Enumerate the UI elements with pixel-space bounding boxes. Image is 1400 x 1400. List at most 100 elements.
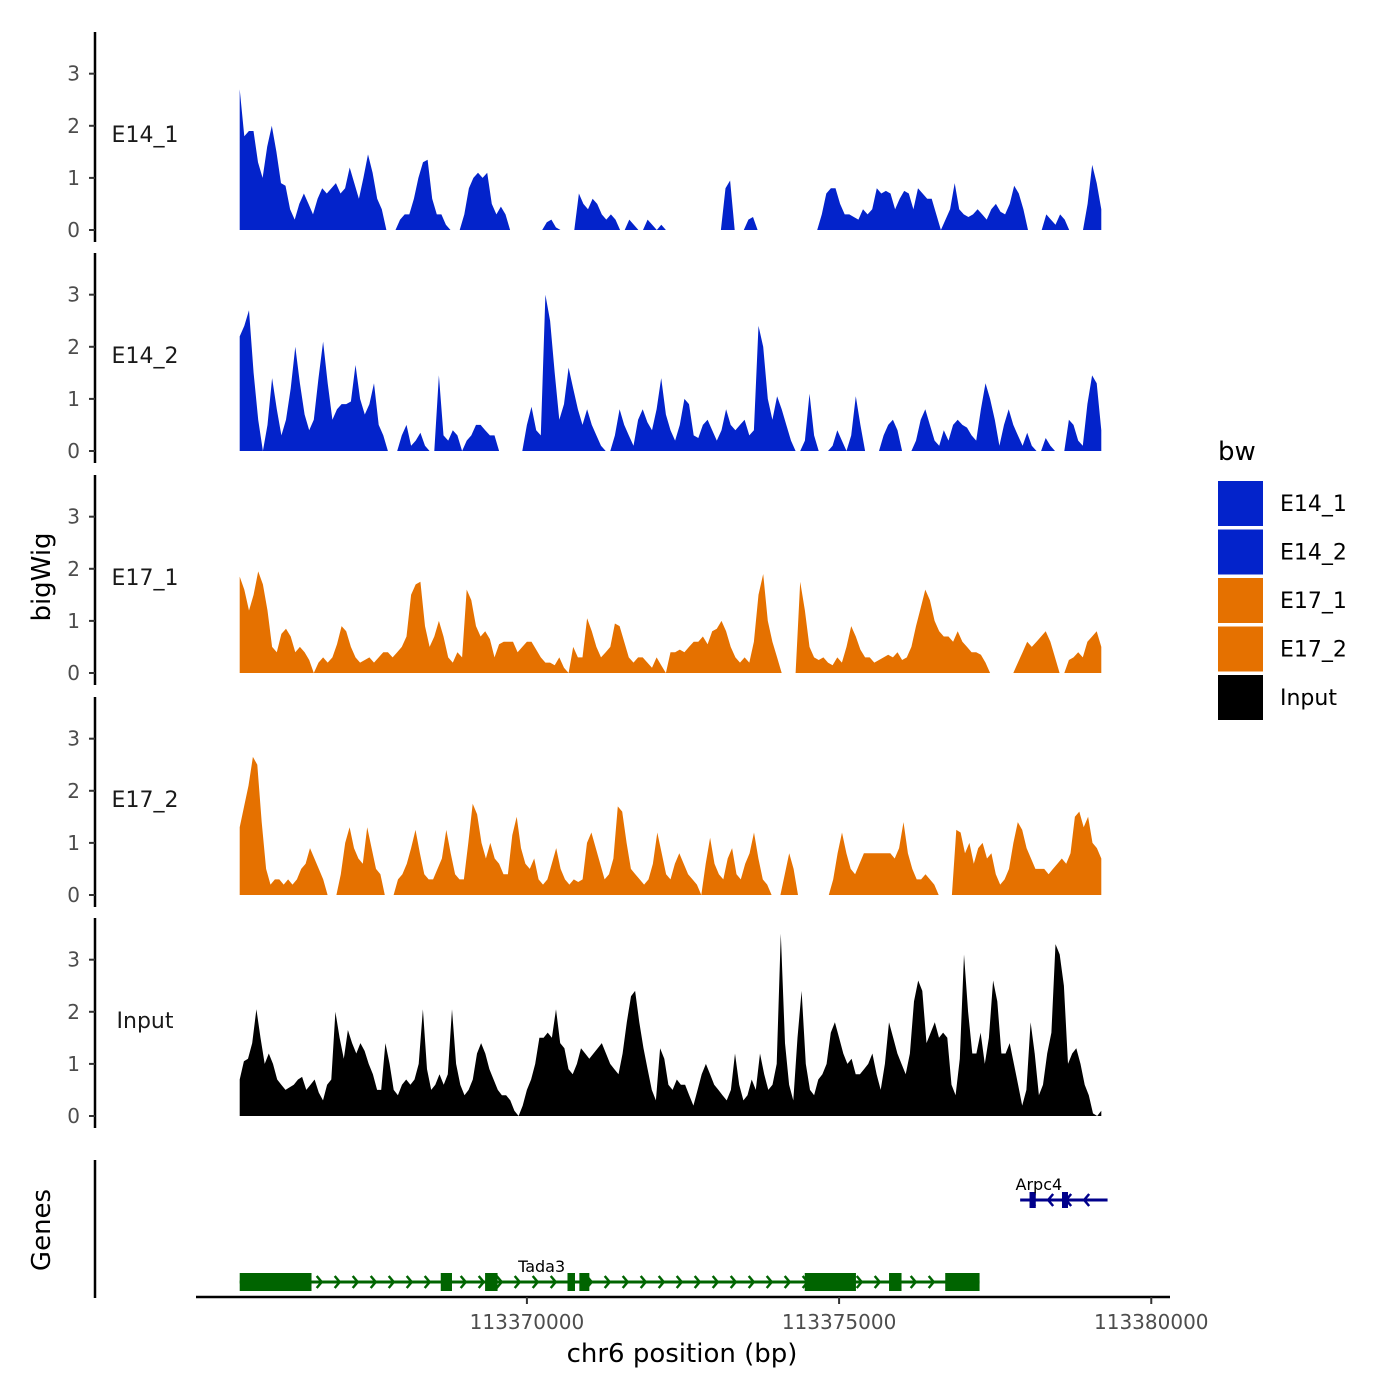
legend-title: bw — [1218, 437, 1256, 467]
track-label-E14_2: E14_2 — [112, 344, 179, 369]
exon-Arpc4-1 — [1029, 1192, 1036, 1208]
strand-arrow-Tada3 — [423, 1275, 432, 1289]
gene-Arpc4: Arpc4 — [1016, 1175, 1108, 1208]
x-tick-label-113380000: 113380000 — [1094, 1310, 1209, 1334]
strand-arrow-Tada3 — [603, 1275, 612, 1289]
legend-swatch-Input — [1218, 675, 1263, 720]
strand-arrow-Tada3 — [639, 1275, 648, 1289]
legend-label-E17_1: E17_1 — [1280, 589, 1347, 614]
strand-arrow-Tada3 — [621, 1275, 630, 1289]
legend-label-Input: Input — [1280, 686, 1337, 711]
area-E17_2 — [239, 756, 1102, 895]
strand-arrow-Tada3 — [315, 1275, 324, 1289]
area-E17_1 — [239, 571, 1102, 673]
track-E14_1: 0 1 2 3 E14_1 — [67, 32, 1102, 242]
y-tick-label-E14_1-1: 1 — [67, 166, 80, 190]
exon-Tada3-6 — [804, 1273, 856, 1291]
track-label-E17_1: E17_1 — [112, 566, 179, 591]
y-tick-label-Input-2: 2 — [67, 1000, 80, 1024]
y-tick-label-E17_2-3: 3 — [67, 727, 80, 751]
strand-arrow-Tada3 — [369, 1275, 378, 1289]
strand-arrow-Tada3 — [729, 1275, 738, 1289]
y-tick-label-E14_2-2: 2 — [67, 335, 80, 359]
y-tick-label-E17_2-2: 2 — [67, 779, 80, 803]
exon-Arpc4-2 — [1061, 1192, 1068, 1208]
track-label-E17_2: E17_2 — [112, 788, 179, 813]
strand-arrow-Tada3 — [675, 1275, 684, 1289]
strand-arrow-Tada3 — [387, 1275, 396, 1289]
exon-Tada3-8 — [945, 1273, 980, 1291]
strand-arrow-Tada3 — [333, 1275, 342, 1289]
y-axis-title: bigWig — [27, 532, 57, 621]
legend-swatch-E17_1 — [1218, 578, 1263, 623]
area-E14_2 — [239, 294, 1102, 451]
y-tick-label-Input-0: 0 — [67, 1104, 80, 1128]
strand-arrow-Tada3 — [531, 1275, 540, 1289]
y-tick-label-Input-1: 1 — [67, 1052, 80, 1076]
y-tick-label-E17_2-0: 0 — [67, 883, 80, 907]
x-axis-title: chr6 position (bp) — [567, 1339, 798, 1369]
gene-track: Tada3 Arpc4 — [93, 1160, 1108, 1298]
legend-swatch-E14_2 — [1218, 529, 1263, 575]
strand-arrow-Tada3 — [783, 1275, 792, 1289]
exon-Tada3-2 — [440, 1273, 452, 1291]
legend-label-E14_2: E14_2 — [1280, 541, 1347, 566]
strand-arrow-Tada3 — [927, 1275, 936, 1289]
strand-arrow-Tada3 — [711, 1275, 720, 1289]
y-tick-label-E14_1-0: 0 — [67, 218, 80, 242]
track-Input: 0 1 2 3 Input — [67, 918, 1102, 1128]
y-tick-label-E17_1-0: 0 — [67, 661, 80, 685]
strand-arrow-Tada3 — [405, 1275, 414, 1289]
genes-axis-title: Genes — [27, 1189, 57, 1271]
strand-arrow-Tada3 — [693, 1275, 702, 1289]
coverage-tracks: 0 1 2 3 E14_1 0 1 2 3 E14_2 0 1 2 3 E17_1 0 1 2 3 E17_2 0 1 2 3… — [67, 32, 1102, 1128]
strand-arrow-Tada3 — [909, 1275, 918, 1289]
strand-arrow-Tada3 — [495, 1275, 504, 1289]
y-tick-label-E14_1-2: 2 — [67, 114, 80, 138]
strand-arrow-Tada3 — [459, 1275, 468, 1289]
strand-arrow-Arpc4 — [1046, 1193, 1055, 1207]
exon-Tada3-1 — [239, 1273, 312, 1291]
track-E17_2: 0 1 2 3 E17_2 — [67, 697, 1102, 907]
strand-arrow-Tada3 — [657, 1275, 666, 1289]
x-axis: 113370000 113375000 113380000 — [196, 1295, 1209, 1334]
exon-Tada3-5 — [579, 1273, 590, 1291]
track-label-E14_1: E14_1 — [112, 123, 179, 148]
legend-swatch-E17_2 — [1218, 626, 1263, 672]
strand-arrow-Tada3 — [351, 1275, 360, 1289]
y-tick-label-E14_1-3: 3 — [67, 62, 80, 86]
legend-swatch-E14_1 — [1218, 481, 1263, 526]
strand-arrow-Tada3 — [513, 1275, 522, 1289]
strand-arrow-Tada3 — [477, 1275, 486, 1289]
y-tick-label-Input-3: 3 — [67, 948, 80, 972]
area-Input — [239, 933, 1102, 1116]
gene-label-Tada3: Tada3 — [517, 1257, 565, 1276]
y-tick-label-E17_1-3: 3 — [67, 505, 80, 529]
x-tick-label-113375000: 113375000 — [782, 1310, 897, 1334]
legend: bw E14_1 E14_2 E17_1 E17_2 Input — [1218, 437, 1347, 720]
gene-Tada3: Tada3 — [239, 1257, 980, 1291]
strand-arrow-Tada3 — [873, 1275, 882, 1289]
strand-arrow-Tada3 — [747, 1275, 756, 1289]
x-tick-label-113370000: 113370000 — [470, 1310, 585, 1334]
strand-arrow-Tada3 — [855, 1275, 864, 1289]
track-E14_2: 0 1 2 3 E14_2 — [67, 253, 1102, 463]
track-label-Input: Input — [117, 1009, 174, 1034]
y-tick-label-E17_2-1: 1 — [67, 831, 80, 855]
strand-arrow-Arpc4 — [1082, 1193, 1091, 1207]
exon-Tada3-4 — [567, 1273, 575, 1291]
y-tick-label-E14_2-3: 3 — [67, 283, 80, 307]
exon-Tada3-3 — [485, 1273, 498, 1291]
strand-arrow-Tada3 — [765, 1275, 774, 1289]
legend-label-E17_2: E17_2 — [1280, 638, 1347, 663]
gene-label-Arpc4: Arpc4 — [1016, 1175, 1063, 1194]
y-tick-label-E14_2-0: 0 — [67, 439, 80, 463]
area-E14_1 — [239, 89, 1102, 230]
exon-Tada3-7 — [889, 1273, 902, 1291]
y-tick-label-E14_2-1: 1 — [67, 387, 80, 411]
legend-label-E14_1: E14_1 — [1280, 492, 1347, 517]
y-tick-label-E17_1-2: 2 — [67, 557, 80, 581]
y-tick-label-E17_1-1: 1 — [67, 609, 80, 633]
